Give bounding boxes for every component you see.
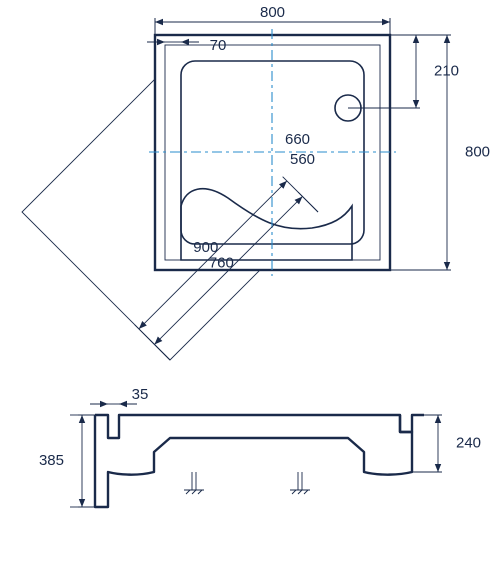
profile-top — [95, 415, 424, 438]
profile — [95, 415, 412, 507]
side-view: 385 240 35 — [39, 386, 481, 507]
foot-icon — [184, 472, 204, 494]
svg-text:70: 70 — [210, 37, 227, 54]
plan-view: 800 70 800 210 660 560 760900 — [22, 4, 490, 360]
foot-icon — [290, 472, 310, 494]
svg-text:800: 800 — [465, 143, 490, 160]
dimension: 240 — [426, 415, 481, 472]
dimension: 35 — [90, 386, 148, 407]
svg-text:560: 560 — [290, 151, 315, 168]
dimension: 385 — [39, 415, 86, 507]
svg-text:800: 800 — [260, 4, 285, 21]
svg-text:210: 210 — [434, 62, 459, 79]
svg-text:385: 385 — [39, 452, 64, 469]
svg-text:35: 35 — [132, 386, 149, 403]
svg-text:760: 760 — [209, 254, 234, 271]
svg-text:900: 900 — [193, 239, 218, 256]
dimension: 210 — [404, 35, 459, 108]
svg-text:660: 660 — [285, 131, 310, 148]
svg-text:240: 240 — [456, 434, 481, 451]
